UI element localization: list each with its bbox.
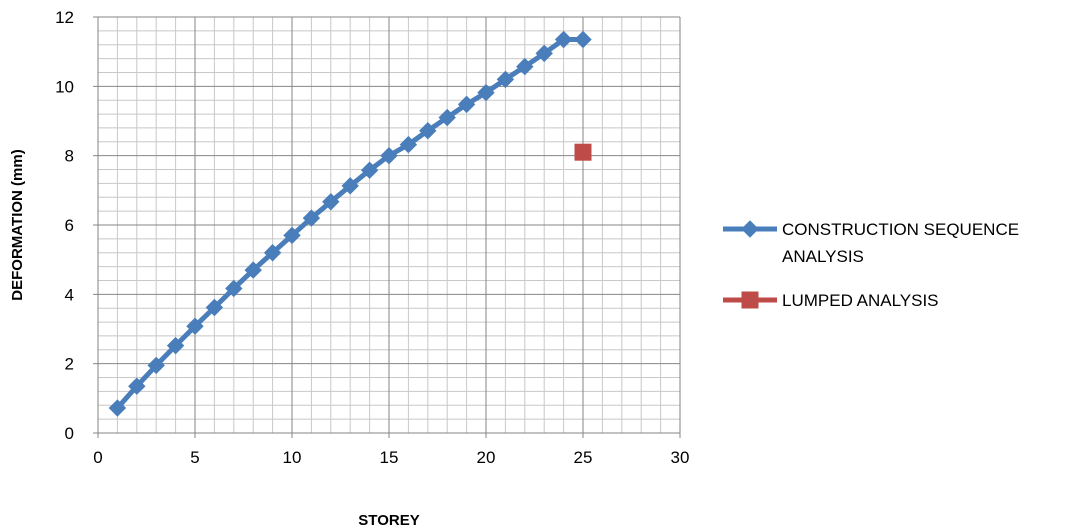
y-tick-label: 2: [65, 355, 74, 374]
data-point-0-12: [341, 177, 359, 195]
data-point-0-21: [516, 57, 534, 76]
x-tick-label: 30: [671, 448, 690, 467]
x-tick-label: 25: [574, 448, 593, 467]
data-point-0-9: [283, 226, 301, 245]
data-point-0-15: [399, 135, 418, 154]
legend-label-line: LUMPED ANALYSIS: [782, 291, 939, 310]
data-point-0-17: [438, 108, 456, 127]
data-point-0-24: [574, 30, 592, 49]
data-point-0-18: [457, 95, 476, 114]
x-tick-label: 10: [283, 448, 302, 467]
legend-item-1: LUMPED ANALYSIS: [723, 291, 939, 310]
data-point-0-19: [477, 83, 495, 102]
x-tick-label: 0: [93, 448, 102, 467]
data-point-0-0: [108, 399, 127, 417]
legend-label-0: CONSTRUCTION SEQUENCE ANALYSIS: [782, 220, 1019, 266]
y-axis-title: DEFORMATION (mm): [9, 149, 26, 300]
data-point-0-14: [380, 146, 398, 165]
data-point-0-4: [186, 317, 204, 335]
data-point-0-5: [205, 298, 224, 317]
legend-label-line: ANALYSIS: [782, 247, 864, 266]
data-point-0-7: [244, 261, 262, 279]
x-tick-label: 20: [477, 448, 496, 467]
series-layer: [108, 30, 592, 417]
legend-marker-1: [741, 291, 759, 309]
data-point-0-10: [302, 209, 321, 227]
x-axis-title: STOREY: [358, 512, 419, 529]
major-gridlines: [98, 16, 681, 433]
data-point-0-8: [263, 244, 282, 262]
y-tick-label: 4: [65, 285, 74, 304]
series-1: [574, 143, 592, 161]
x-tick-label: 5: [190, 448, 199, 467]
x-tick-label: 15: [380, 448, 399, 467]
y-tick-label: 6: [65, 216, 74, 235]
data-point-0-1: [128, 377, 146, 395]
data-point-0-23: [554, 30, 573, 49]
y-tick-label: 8: [65, 147, 74, 166]
legend-label-1: LUMPED ANALYSIS: [782, 291, 939, 310]
y-tick-label: 12: [55, 8, 74, 27]
data-point-0-2: [147, 356, 165, 375]
data-point-0-20: [496, 70, 515, 89]
y-tick-label: 0: [65, 424, 74, 443]
data-point-0-22: [535, 44, 553, 63]
data-point-0-6: [225, 279, 243, 298]
legend: CONSTRUCTION SEQUENCE ANALYSIS LUMPED ANAL…: [723, 220, 1019, 310]
x-tick-labels: 0 5 10 15 20 25 30: [93, 448, 689, 467]
data-point-0-3: [166, 336, 185, 355]
legend-label-line: CONSTRUCTION SEQUENCE: [782, 220, 1019, 239]
y-tick-label: 10: [55, 77, 74, 96]
y-tick-labels: 0 2 4 6 8 10 12: [55, 8, 74, 443]
data-point-0-16: [419, 121, 437, 140]
legend-marker-0: [741, 220, 759, 238]
legend-item-0: CONSTRUCTION SEQUENCE ANALYSIS: [723, 220, 1019, 266]
axes: [93, 16, 681, 438]
data-point-1-0: [574, 143, 592, 161]
data-point-0-11: [322, 193, 340, 211]
data-point-0-13: [360, 161, 379, 179]
series-0: [108, 30, 592, 417]
